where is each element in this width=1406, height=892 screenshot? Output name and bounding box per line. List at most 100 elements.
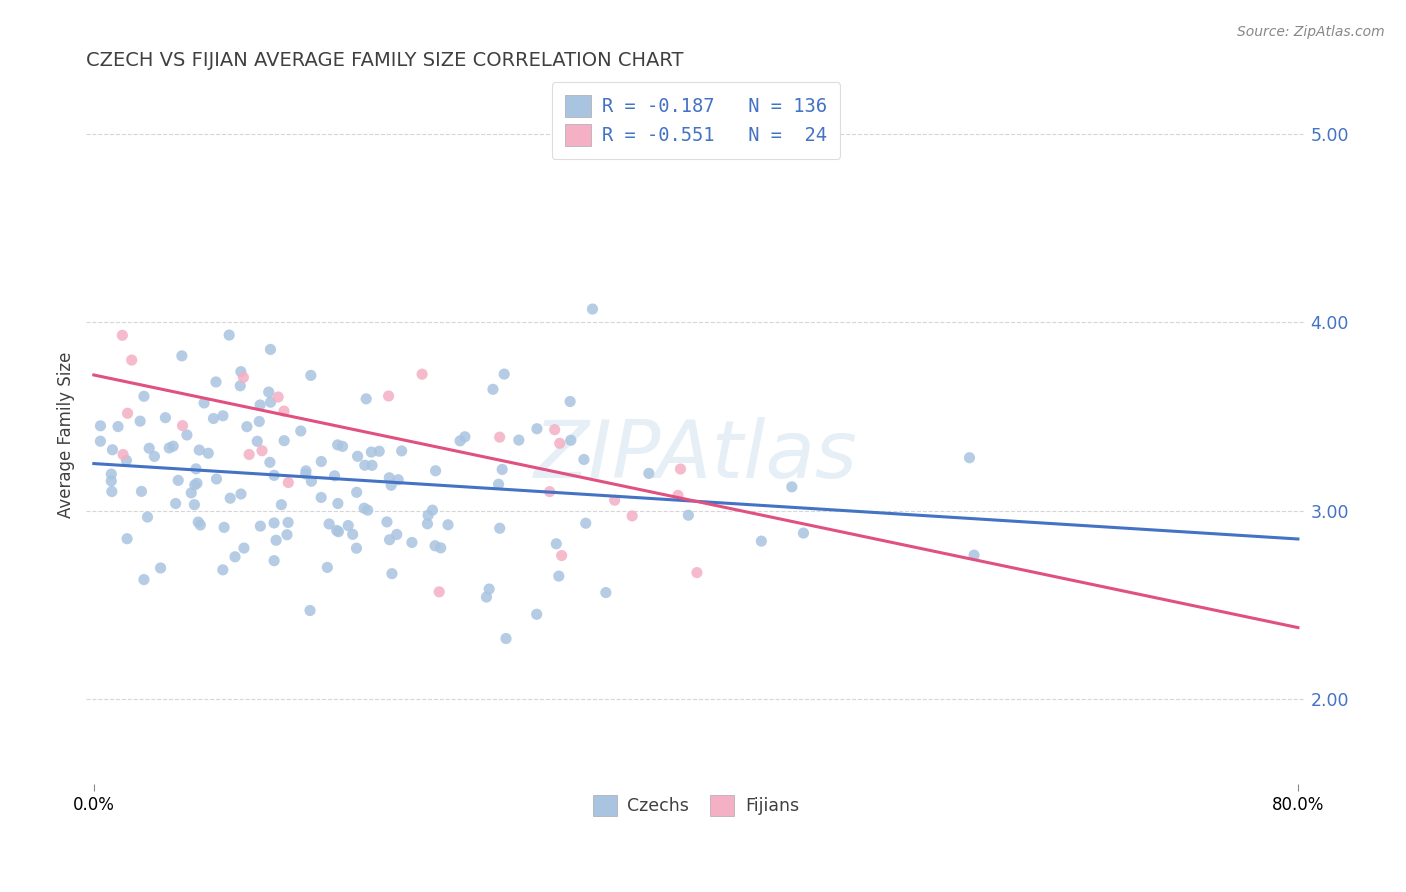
Point	[111, 328, 134, 343]
Point	[155, 410, 177, 425]
Point	[666, 488, 689, 502]
Point	[385, 527, 408, 541]
Point	[294, 467, 316, 481]
Point	[143, 450, 166, 464]
Point	[273, 434, 295, 448]
Point	[205, 472, 228, 486]
Point	[259, 343, 281, 357]
Point	[273, 404, 295, 418]
Point	[488, 521, 510, 535]
Point	[482, 382, 505, 396]
Point	[136, 510, 159, 524]
Point	[368, 444, 391, 458]
Point	[276, 527, 298, 541]
Point	[229, 487, 252, 501]
Point	[107, 419, 129, 434]
Point	[637, 467, 659, 481]
Point	[375, 515, 398, 529]
Point	[212, 409, 235, 423]
Point	[176, 428, 198, 442]
Point	[328, 524, 350, 539]
Point	[544, 423, 567, 437]
Point	[205, 375, 228, 389]
Point	[546, 537, 568, 551]
Point	[311, 454, 333, 468]
Point	[387, 473, 409, 487]
Point	[295, 464, 318, 478]
Point	[270, 498, 292, 512]
Point	[121, 353, 143, 368]
Point	[575, 516, 598, 531]
Point	[401, 535, 423, 549]
Point	[325, 524, 347, 538]
Point	[416, 516, 439, 531]
Point	[361, 458, 384, 473]
Point	[263, 516, 285, 530]
Point	[250, 443, 273, 458]
Point	[162, 439, 184, 453]
Point	[378, 471, 401, 485]
Point	[165, 496, 187, 510]
Text: ZIPAtlas: ZIPAtlas	[534, 417, 858, 495]
Point	[277, 475, 299, 490]
Point	[356, 503, 378, 517]
Point	[129, 414, 152, 428]
Point	[780, 480, 803, 494]
Text: CZECH VS FIJIAN AVERAGE FAMILY SIZE CORRELATION CHART: CZECH VS FIJIAN AVERAGE FAMILY SIZE CORR…	[86, 51, 683, 70]
Point	[112, 448, 135, 462]
Point	[478, 582, 501, 596]
Point	[131, 484, 153, 499]
Point	[249, 519, 271, 533]
Point	[572, 452, 595, 467]
Point	[595, 585, 617, 599]
Point	[353, 501, 375, 516]
Point	[326, 438, 349, 452]
Point	[427, 585, 450, 599]
Point	[422, 503, 444, 517]
Point	[449, 434, 471, 448]
Point	[187, 515, 209, 529]
Point	[149, 561, 172, 575]
Point	[100, 474, 122, 488]
Point	[229, 365, 252, 379]
Point	[249, 398, 271, 412]
Point	[378, 533, 401, 547]
Point	[212, 520, 235, 534]
Point	[416, 508, 439, 523]
Point	[172, 418, 194, 433]
Point	[211, 563, 233, 577]
Point	[186, 476, 208, 491]
Point	[360, 445, 382, 459]
Point	[346, 450, 368, 464]
Point	[247, 415, 270, 429]
Point	[298, 603, 321, 617]
Point	[267, 390, 290, 404]
Point	[263, 468, 285, 483]
Point	[188, 443, 211, 458]
Point	[686, 566, 709, 580]
Point	[309, 491, 332, 505]
Point	[495, 632, 517, 646]
Legend: Czechs, Fijians: Czechs, Fijians	[583, 787, 807, 824]
Text: Source: ZipAtlas.com: Source: ZipAtlas.com	[1237, 25, 1385, 39]
Point	[526, 422, 548, 436]
Point	[749, 534, 772, 549]
Point	[180, 486, 202, 500]
Point	[115, 532, 138, 546]
Y-axis label: Average Family Size: Average Family Size	[58, 352, 75, 518]
Point	[89, 434, 111, 449]
Point	[508, 433, 530, 447]
Point	[290, 424, 312, 438]
Point	[316, 560, 339, 574]
Point	[117, 406, 139, 420]
Point	[323, 468, 346, 483]
Point	[101, 484, 124, 499]
Point	[259, 395, 281, 409]
Point	[381, 566, 404, 581]
Point	[488, 430, 510, 444]
Point	[224, 549, 246, 564]
Point	[232, 370, 254, 384]
Point	[494, 367, 516, 381]
Point	[89, 418, 111, 433]
Point	[425, 464, 447, 478]
